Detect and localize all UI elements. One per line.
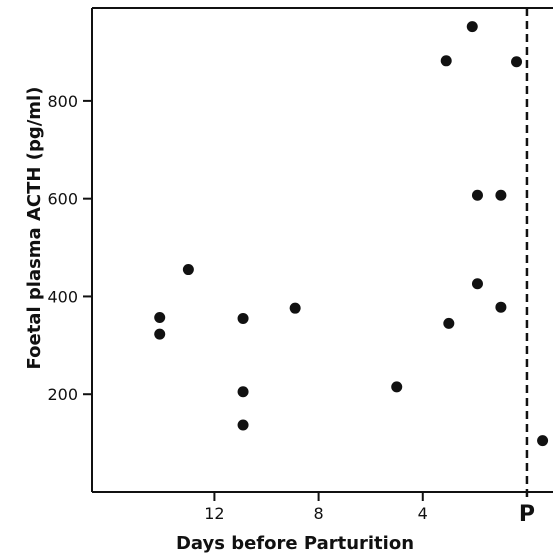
axes (91, 7, 553, 501)
data-point-3 (237, 312, 249, 324)
data-point-16 (537, 435, 549, 447)
x-tick-label-4: 4 (418, 504, 428, 523)
data-point-4 (237, 386, 249, 398)
y-tick-label-400: 400 (47, 287, 78, 306)
data-point-15 (511, 56, 523, 68)
data-point-5 (237, 419, 249, 431)
data-point-9 (443, 317, 455, 329)
x-axis-label: Days before Parturition (176, 533, 414, 554)
data-point-8 (440, 55, 452, 67)
data-point-7 (391, 381, 403, 393)
x-tick-label-12: 12 (204, 504, 224, 523)
data-point-14 (495, 301, 507, 313)
y-tick-label-600: 600 (47, 190, 78, 209)
y-tick-label-200: 200 (47, 385, 78, 404)
data-point-12 (471, 278, 483, 290)
x-tick-label-8: 8 (313, 504, 323, 523)
data-point-11 (471, 189, 483, 201)
ticks: 200 400 600 800 12 8 4 P (47, 92, 535, 527)
parturition-label: P (519, 502, 535, 527)
data-point-6 (289, 302, 301, 314)
data-point-13 (495, 189, 507, 201)
data-point-0 (154, 311, 166, 323)
y-tick-label-800: 800 (47, 92, 78, 111)
y-axis-label: Foetal plasma ACTH (pg/ml) (24, 87, 45, 370)
data-point-1 (154, 328, 166, 340)
data-points (154, 21, 549, 447)
data-point-2 (182, 264, 194, 276)
data-point-10 (466, 21, 478, 33)
